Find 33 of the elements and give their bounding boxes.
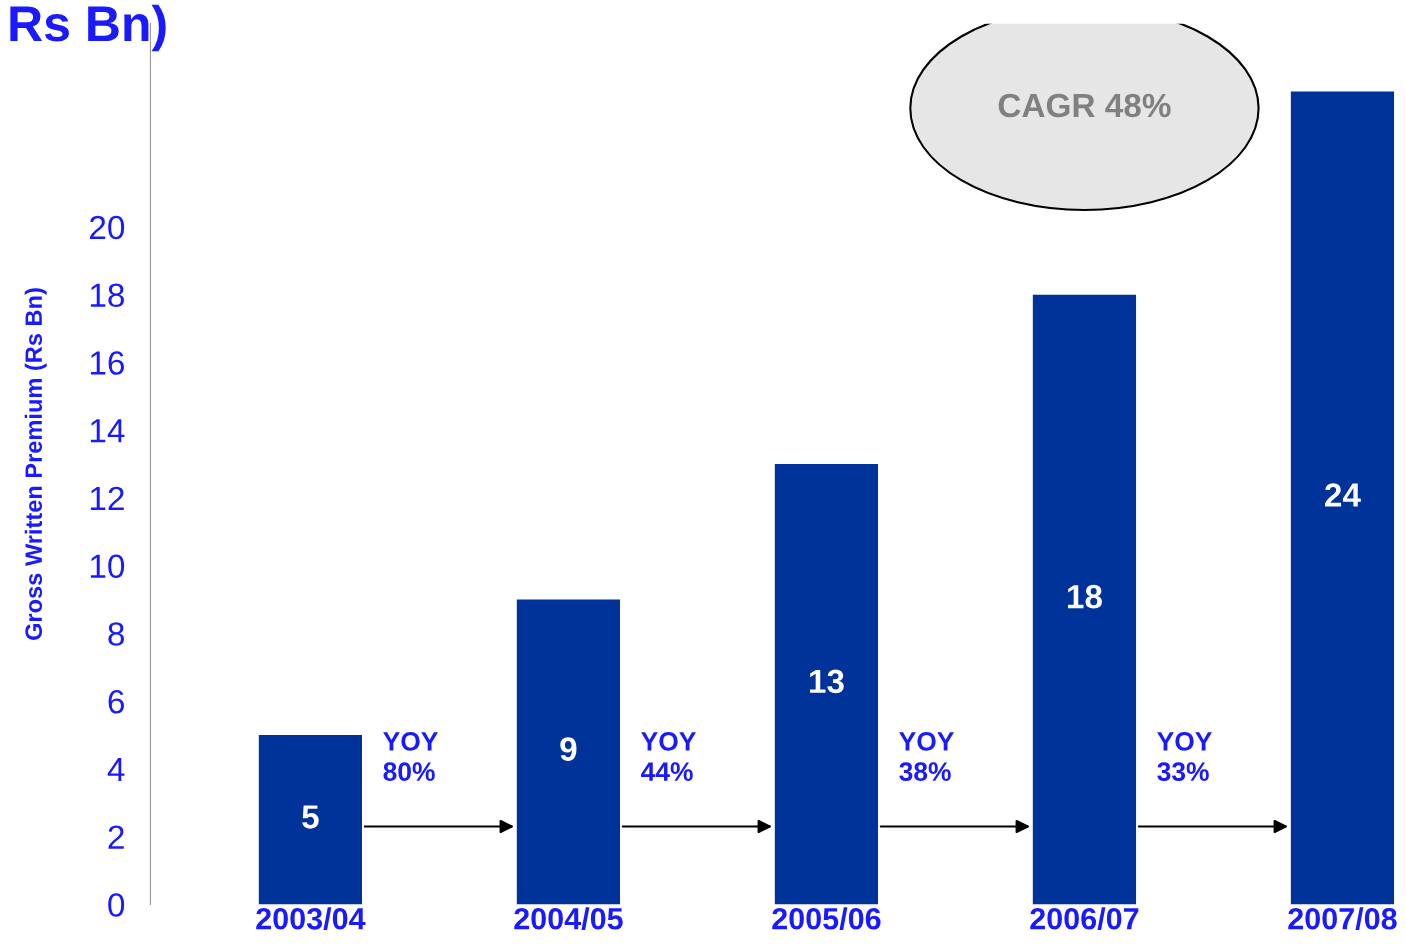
y-tick-label: 18 [90, 283, 124, 308]
bar [1032, 294, 1137, 905]
y-tick-label: 16 [90, 351, 124, 375]
x-tick-label: 2006/07 [1030, 907, 1139, 930]
y-tick-label: 20 [90, 215, 125, 240]
annotation: YOY 80% [383, 731, 438, 781]
x-tick-label: 2007/08 [1288, 907, 1397, 930]
data-label: 24 [1325, 483, 1361, 507]
chart-title: Rs Bn) [10, 4, 166, 52]
data-label: 18 [1067, 584, 1102, 609]
y-tick-label: 10 [90, 554, 125, 579]
y-tick-label: 8 [108, 622, 124, 646]
annotation: YOY 33% [1157, 731, 1212, 782]
annotation: CAGR 48% [998, 93, 1171, 118]
x-tick-label: 2005/06 [772, 907, 881, 930]
bar [774, 464, 879, 905]
annotation: YOY 44% [641, 731, 696, 781]
x-tick-label: 2004/05 [514, 907, 623, 930]
annotation: YOY 38% [899, 731, 954, 782]
y-tick-label: 6 [108, 689, 124, 714]
y-tick-label: 14 [90, 419, 125, 443]
bar [1290, 91, 1395, 905]
y-axis-title: Gross Written Premium (Rs Bn) [24, 288, 47, 640]
x-tick-label: 2003/04 [256, 907, 366, 930]
y-tick-label: 2 [108, 825, 124, 849]
y-tick-label: 4 [107, 758, 125, 781]
data-label: 13 [809, 669, 844, 694]
bar [516, 599, 621, 905]
y-tick-label: 0 [108, 893, 125, 917]
data-label: 5 [302, 805, 319, 829]
bar [258, 735, 363, 905]
y-tick-label: 12 [90, 486, 124, 510]
data-label: 9 [560, 737, 577, 761]
